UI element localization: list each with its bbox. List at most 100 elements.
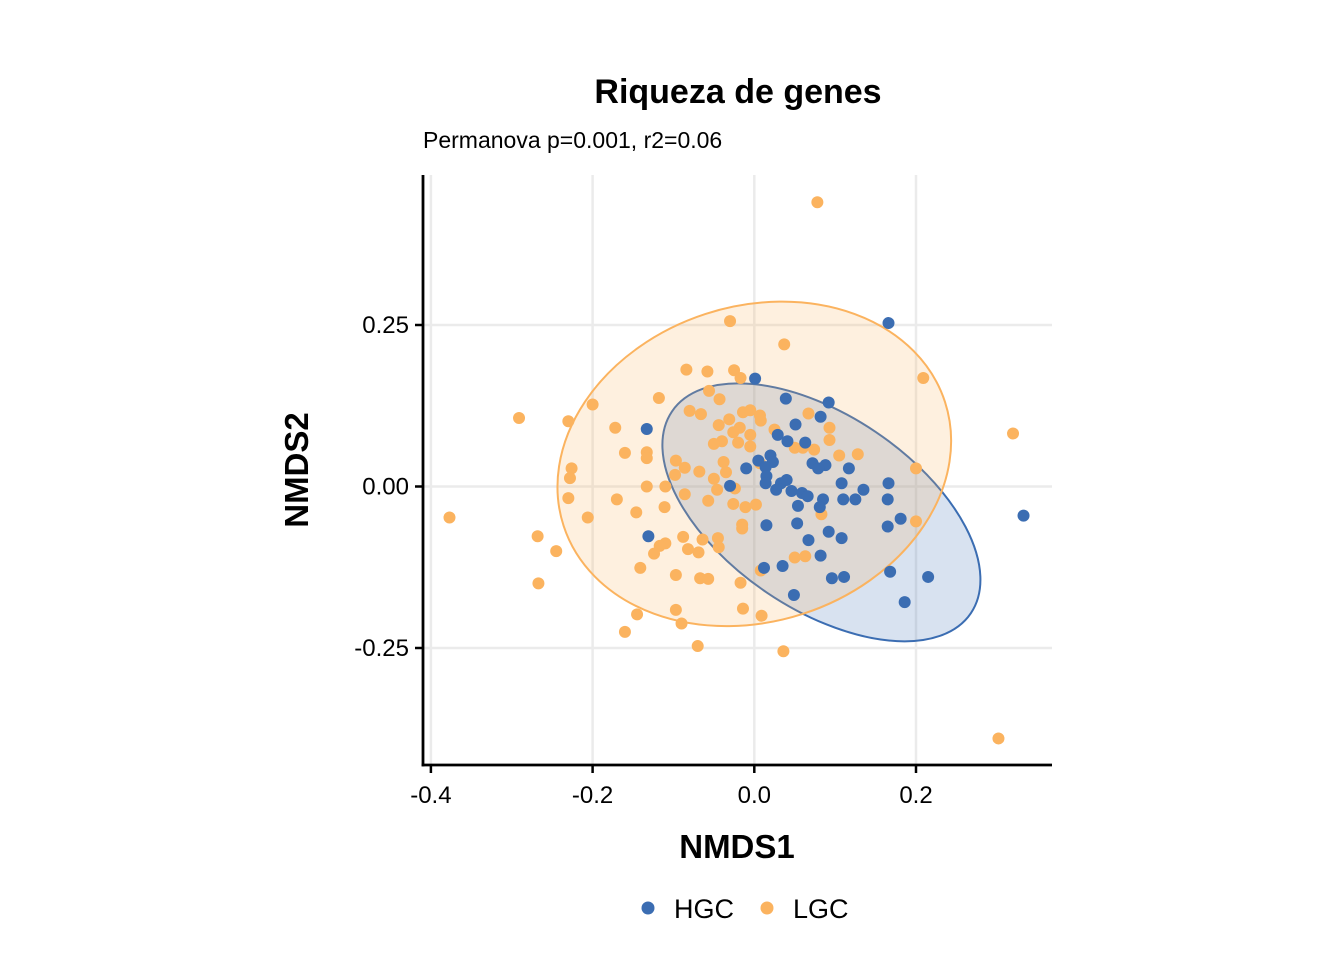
point-lgc — [683, 404, 696, 417]
point-lgc — [711, 483, 724, 496]
point-lgc — [711, 532, 724, 545]
point-hgc — [801, 490, 814, 503]
point-hgc — [849, 493, 862, 506]
point-lgc — [669, 603, 682, 616]
x-tick-label: 0.0 — [738, 782, 771, 809]
point-lgc — [707, 472, 720, 485]
point-lgc — [658, 501, 671, 514]
point-lgc — [799, 550, 812, 563]
point-hgc — [759, 477, 772, 490]
point-lgc — [724, 315, 737, 328]
point-lgc — [851, 448, 864, 461]
legend-label-hgc: HGC — [674, 894, 734, 924]
legend-label-lgc: LGC — [793, 894, 849, 924]
point-lgc — [609, 421, 622, 434]
point-lgc — [744, 440, 757, 453]
point-lgc — [712, 541, 725, 554]
point-lgc — [702, 572, 715, 585]
point-hgc — [882, 477, 895, 490]
point-hgc — [822, 396, 835, 409]
point-lgc — [778, 338, 791, 351]
point-lgc — [669, 454, 682, 467]
point-lgc — [565, 462, 578, 475]
point-lgc — [702, 494, 715, 507]
point-lgc — [562, 492, 575, 505]
point-hgc — [787, 589, 800, 602]
point-lgc — [630, 506, 643, 519]
point-hgc — [779, 392, 792, 405]
point-lgc — [682, 543, 695, 556]
data-points — [443, 196, 1030, 745]
point-lgc — [713, 393, 726, 406]
point-hgc — [898, 596, 911, 609]
point-lgc — [513, 412, 526, 425]
point-lgc — [692, 546, 705, 559]
point-hgc — [884, 565, 897, 578]
point-lgc — [610, 493, 623, 506]
point-lgc — [586, 398, 599, 411]
point-lgc — [833, 449, 846, 462]
point-lgc — [678, 461, 691, 474]
point-lgc — [675, 617, 688, 630]
point-lgc — [727, 497, 740, 510]
point-lgc — [823, 421, 836, 434]
point-lgc — [618, 446, 631, 459]
point-lgc — [707, 437, 720, 450]
point-hgc — [812, 462, 825, 475]
y-tick-label: -0.25 — [354, 635, 409, 662]
point-hgc — [881, 520, 894, 533]
point-lgc — [808, 443, 821, 456]
point-hgc — [825, 572, 838, 585]
point-lgc — [694, 408, 707, 421]
point-hgc — [781, 435, 794, 448]
point-hgc — [791, 499, 804, 512]
point-lgc — [727, 426, 740, 439]
y-tick-label: 0.25 — [362, 312, 409, 339]
point-lgc — [693, 465, 706, 478]
point-hgc — [799, 436, 812, 449]
point-lgc — [652, 391, 665, 404]
point-lgc — [717, 455, 730, 468]
point-hgc — [785, 485, 798, 498]
x-axis-title: NMDS1 — [679, 828, 795, 865]
point-lgc — [754, 414, 767, 427]
point-hgc — [894, 512, 907, 525]
point-lgc — [910, 462, 922, 475]
point-lgc — [669, 569, 682, 582]
x-tick-label: 0.2 — [899, 782, 932, 809]
point-hgc — [842, 462, 855, 475]
point-lgc — [777, 645, 790, 658]
point-hgc — [882, 317, 895, 330]
point-hgc — [922, 570, 935, 583]
point-lgc — [811, 196, 824, 209]
point-lgc — [736, 602, 749, 615]
point-lgc — [691, 640, 704, 653]
point-lgc — [1007, 427, 1020, 440]
point-lgc — [634, 561, 647, 574]
point-hgc — [814, 549, 827, 562]
point-lgc — [631, 608, 644, 621]
point-hgc — [835, 532, 848, 545]
point-lgc — [992, 732, 1005, 745]
point-lgc — [531, 530, 544, 543]
y-tick-label: 0.00 — [362, 474, 409, 501]
point-hgc — [838, 570, 851, 583]
point-hgc — [789, 418, 802, 431]
point-lgc — [701, 365, 714, 378]
point-lgc — [739, 501, 752, 514]
point-hgc — [740, 462, 753, 475]
point-hgc — [749, 372, 762, 385]
point-lgc — [712, 419, 725, 432]
point-lgc — [618, 625, 631, 638]
legend-key-lgc — [760, 901, 774, 915]
x-tick-label: -0.2 — [572, 782, 613, 809]
point-lgc — [917, 371, 930, 384]
point-lgc — [802, 407, 815, 420]
point-hgc — [814, 410, 827, 423]
point-lgc — [696, 533, 709, 546]
point-lgc — [734, 371, 747, 384]
point-lgc — [648, 547, 661, 560]
point-hgc — [771, 428, 784, 441]
point-lgc — [581, 511, 594, 524]
point-hgc — [760, 519, 773, 532]
